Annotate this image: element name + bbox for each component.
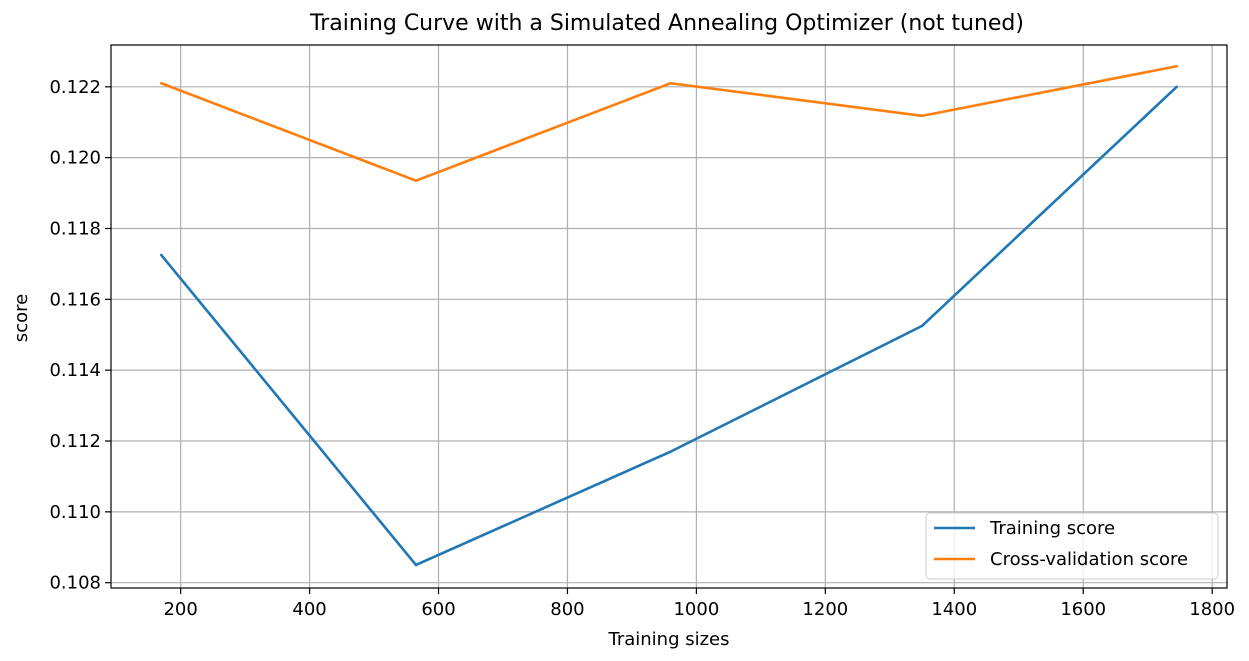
y-tick-label: 0.112 bbox=[49, 431, 101, 452]
x-tick-label: 1200 bbox=[802, 599, 848, 620]
legend-box bbox=[925, 512, 1219, 580]
y-tick-label: 0.110 bbox=[49, 502, 101, 523]
x-tick-label: 800 bbox=[550, 599, 584, 620]
x-tick-label: 400 bbox=[292, 599, 326, 620]
data-point-training-score bbox=[920, 324, 924, 328]
y-tick-label: 0.114 bbox=[49, 360, 101, 381]
x-tick-label: 1800 bbox=[1189, 599, 1235, 620]
legend-label-training-score: Training score bbox=[989, 518, 1115, 539]
series-line-cross-validation-score bbox=[160, 64, 1177, 182]
y-tick-label: 0.108 bbox=[49, 573, 101, 594]
y-tick-label: 0.120 bbox=[49, 148, 101, 169]
data-point-cross-validation-score bbox=[669, 81, 672, 85]
legend-label-cross-validation-score: Cross-validation score bbox=[990, 549, 1188, 570]
x-axis-label: Training sizes bbox=[607, 629, 729, 650]
data-point-training-score bbox=[414, 563, 418, 567]
y-tick-label: 0.122 bbox=[49, 77, 101, 98]
x-tick-label: 1600 bbox=[1060, 599, 1106, 620]
x-tick-label: 1000 bbox=[673, 599, 719, 620]
y-axis-label: score bbox=[11, 294, 32, 342]
x-tick-label: 1400 bbox=[931, 599, 977, 620]
y-tick-label: 0.118 bbox=[49, 218, 101, 239]
x-tick-label: 200 bbox=[163, 599, 197, 620]
data-point-cross-validation-score bbox=[1175, 64, 1179, 68]
data-point-training-score bbox=[159, 253, 163, 257]
axis-ticks: 200 400 600 800 1000 1200 1400 1600 1800 0.108 0.1… bbox=[49, 77, 1235, 620]
series-lines bbox=[159, 64, 1179, 567]
chart-title: Training Curve with a Simulated Annealin… bbox=[309, 11, 1024, 36]
grid-lines bbox=[111, 45, 1227, 588]
data-point-training-score bbox=[669, 450, 672, 453]
y-tick-label: 0.116 bbox=[49, 289, 101, 310]
data-point-training-score bbox=[1175, 85, 1179, 89]
data-point-cross-validation-score bbox=[414, 179, 418, 182]
plot-area-frame bbox=[110, 44, 1228, 589]
series-line-training-score bbox=[160, 85, 1178, 567]
legend: Training score Cross-validation score bbox=[925, 512, 1219, 580]
data-point-cross-validation-score bbox=[159, 81, 163, 85]
x-tick-label: 600 bbox=[421, 599, 455, 620]
data-point-cross-validation-score bbox=[920, 114, 924, 118]
